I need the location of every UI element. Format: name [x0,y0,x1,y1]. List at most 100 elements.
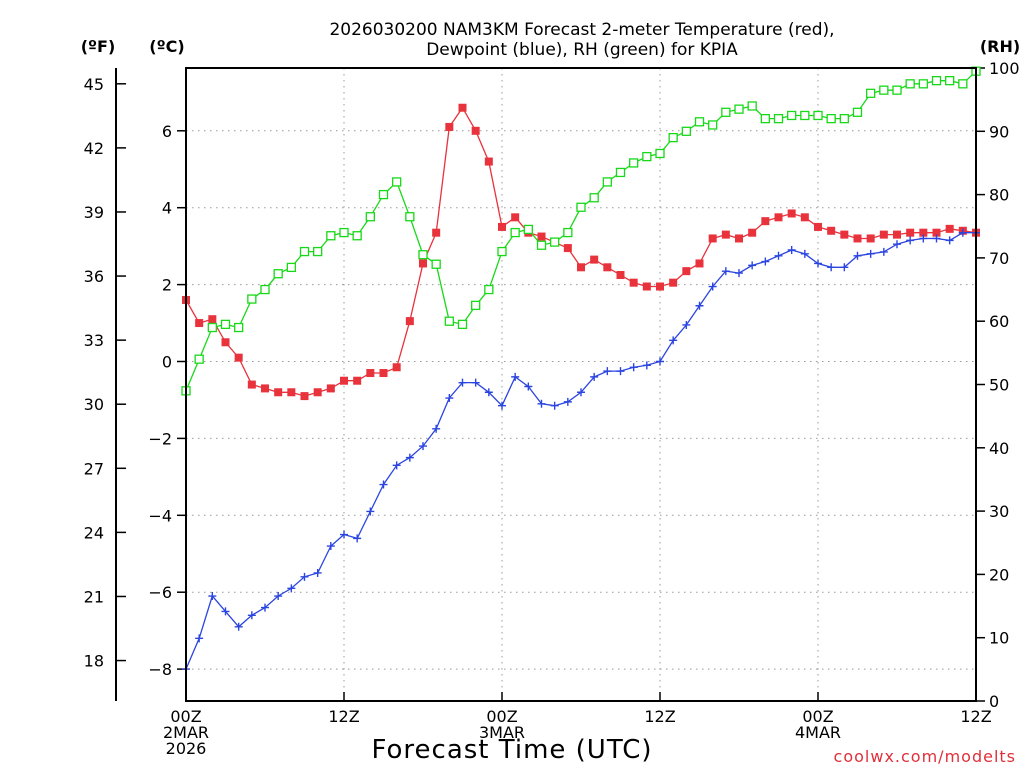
rh-point [615,167,626,178]
dewpoint-point [945,236,954,245]
rh-point [339,227,349,238]
fahrenheit-tick-label: 21 [84,587,104,606]
rh-point [905,79,915,89]
rh-point [800,110,810,121]
rh-point [405,212,415,222]
dewpoint-series [182,228,980,674]
temperature-point [484,157,493,166]
rh-point [352,231,362,241]
rh-point [602,177,612,187]
fahrenheit-tick-label: 45 [84,75,104,94]
temperature-point [853,234,862,243]
temperature-point [458,103,467,112]
rh-point [681,126,691,136]
dewpoint-point [524,382,533,391]
rh-point [286,262,296,273]
rh-tick-label: 70 [989,249,1009,268]
rh-point [892,85,902,95]
fahrenheit-tick-label: 39 [84,203,104,222]
temperature-point [577,263,585,272]
rh-point [536,240,547,250]
rh-point [444,316,454,326]
temperature-point [800,213,809,222]
rh-point [787,110,797,121]
rh-point [642,151,652,162]
temperature-point [590,255,599,264]
rh-unit-label: (RH) [980,37,1020,56]
rh-point [550,237,560,247]
dewpoint-point [445,394,454,403]
rh-point [497,246,507,257]
celsius-tick-label: 6 [162,122,172,141]
celsius-tick-label: 0 [162,353,172,372]
temperature-point [274,388,283,397]
fahrenheit-tick-label: 30 [84,395,104,414]
temperature-point [708,234,717,243]
dewpoint-point [906,236,915,245]
dewpoint-point [629,363,638,372]
rh-tick-label: 0 [989,692,999,711]
rh-point [879,85,889,95]
temperature-point [748,228,757,237]
plot-frame [185,67,977,702]
temperature-point [563,244,572,253]
temperature-point [932,228,941,237]
temperature-point [326,384,335,393]
rh-point [958,79,968,89]
time-tick-label: 12Z [328,707,359,726]
dewpoint-point [326,542,335,551]
date-tick-label: 2026 [166,739,207,758]
dewpoint-point [853,251,862,260]
fahrenheit-axis: 18 21 24 27 30 33 36 39 42 45 [84,68,126,701]
temperature-point [379,369,388,378]
dewpoint-point [379,480,388,489]
temperature-point [787,209,796,218]
dewpoint-point [800,249,809,258]
celsius-axis: −8 −6 −4 −2 0 2 4 6 [148,122,186,679]
rh-point [523,224,533,235]
dewpoint-point [261,603,269,612]
rh-point [576,202,586,212]
data-series [181,66,981,674]
rh-point [378,189,389,200]
rh-point [813,110,823,121]
fahrenheit-tick-label: 42 [84,139,104,158]
rh-tick-label: 10 [989,629,1009,648]
rh-point [220,319,231,330]
rh-point [668,132,678,143]
temperature-point [669,278,678,287]
temperature-point [906,228,915,237]
chart-title-line-2: Dewpoint (blue), RH (green) for KPIA [426,40,738,60]
dewpoint-point [866,249,875,258]
dewpoint-point [313,568,322,577]
rh-tick-label: 40 [989,439,1009,458]
dewpoint-point [563,397,572,406]
dewpoint-point [274,592,283,601]
dewpoint-point [695,301,704,310]
rh-tick-label: 50 [989,376,1009,395]
x-axis-title: Forecast Time (UTC) [371,735,652,765]
rh-point [418,250,428,260]
rh-series [181,66,981,396]
fahrenheit-tick-label: 27 [84,459,104,478]
rh-point [273,269,283,279]
dewpoint-point [537,399,546,408]
temperature-point [642,282,651,291]
temperature-point [537,232,546,241]
rh-point [392,177,402,187]
rh-point [839,113,849,124]
temperature-point [774,213,783,222]
date-tick-label: 2MAR [163,723,209,742]
temperature-point [761,217,770,226]
dewpoint-point [511,372,520,381]
dewpoint-point [484,388,493,397]
temperature-point [287,388,296,397]
dewpoint-point [471,378,480,387]
dewpoint-point [958,228,967,237]
temperature-point [498,222,506,231]
temperature-point [366,369,375,378]
time-tick-label: 12Z [644,707,675,726]
dewpoint-point [721,267,730,276]
rh-point [747,101,757,111]
